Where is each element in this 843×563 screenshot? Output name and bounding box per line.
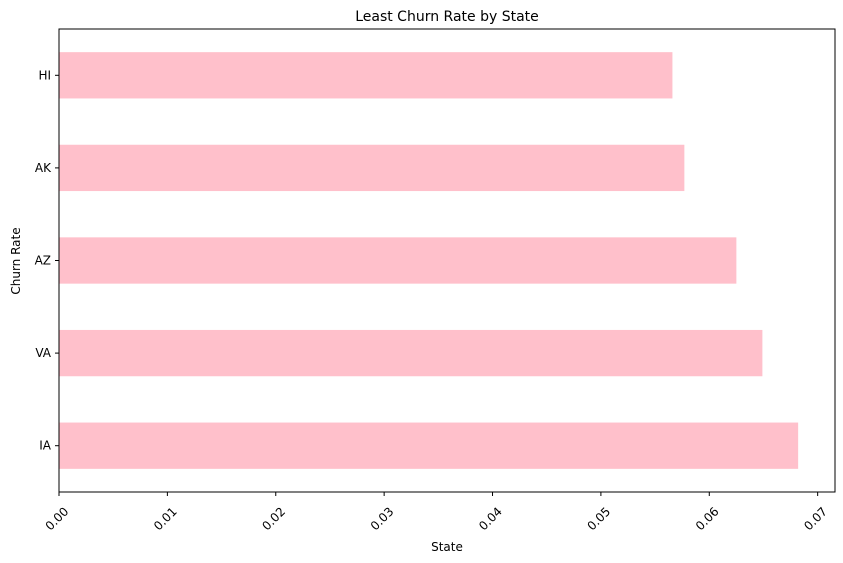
bar-va: [59, 329, 763, 377]
bar-ak: [59, 144, 685, 192]
x-tick-label: 0.01: [151, 504, 180, 533]
x-axis-ticks: 0.00 0.01 0.02 0.03 0.04 0.05 0.06 0.07: [43, 492, 830, 533]
x-tick-label: 0.03: [368, 504, 397, 533]
y-tick-label: IA: [39, 439, 52, 453]
y-tick-label: AZ: [35, 254, 51, 268]
bar-az: [59, 237, 737, 284]
bars-group: [59, 52, 799, 469]
x-tick-label: 0.06: [693, 504, 722, 533]
y-axis-title: Churn Rate: [9, 227, 23, 294]
chart-title: Least Churn Rate by State: [355, 9, 539, 25]
x-axis-title: State: [431, 540, 463, 554]
x-tick-label: 0.04: [476, 504, 505, 533]
x-tick-label: 0.02: [259, 504, 288, 533]
y-tick-label: AK: [35, 161, 52, 175]
x-tick-label: 0.07: [801, 504, 830, 533]
bar-hi: [59, 52, 673, 99]
y-axis-ticks: HI AK AZ VA IA: [35, 68, 59, 453]
y-tick-label: HI: [38, 68, 51, 82]
plot-frame: [58, 28, 836, 493]
bar-ia: [59, 422, 799, 469]
x-tick-label: 0.05: [584, 504, 613, 533]
x-tick-label: 0.00: [43, 504, 72, 533]
y-tick-label: VA: [35, 346, 51, 360]
